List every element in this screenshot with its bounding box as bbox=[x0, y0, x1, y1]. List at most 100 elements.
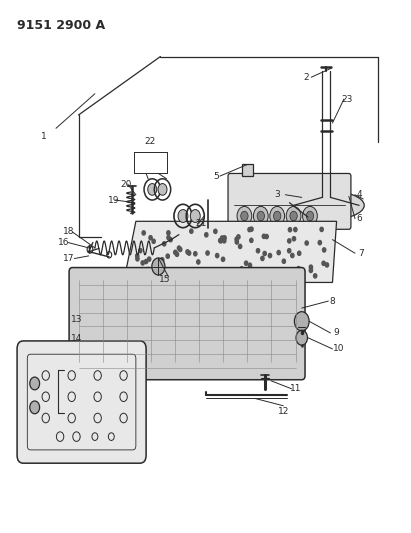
Circle shape bbox=[160, 259, 164, 263]
Circle shape bbox=[238, 244, 242, 248]
Circle shape bbox=[159, 263, 162, 268]
Text: 18: 18 bbox=[62, 228, 74, 237]
Circle shape bbox=[186, 250, 189, 254]
Circle shape bbox=[30, 401, 39, 414]
Text: 21: 21 bbox=[196, 220, 207, 229]
Circle shape bbox=[146, 268, 150, 272]
Text: 6: 6 bbox=[356, 214, 362, 223]
FancyBboxPatch shape bbox=[17, 341, 146, 463]
Circle shape bbox=[273, 211, 281, 221]
Text: 4: 4 bbox=[356, 190, 362, 199]
Circle shape bbox=[220, 236, 224, 240]
Circle shape bbox=[318, 240, 321, 245]
Text: 17: 17 bbox=[62, 254, 74, 263]
Circle shape bbox=[205, 233, 208, 237]
FancyBboxPatch shape bbox=[69, 268, 305, 379]
Text: 2: 2 bbox=[303, 73, 309, 82]
Text: 9: 9 bbox=[334, 328, 339, 337]
Text: 3: 3 bbox=[274, 190, 280, 199]
Circle shape bbox=[323, 248, 326, 252]
Circle shape bbox=[235, 240, 238, 244]
Circle shape bbox=[175, 252, 179, 256]
Circle shape bbox=[136, 254, 139, 258]
Text: 12: 12 bbox=[278, 407, 289, 416]
Circle shape bbox=[291, 253, 294, 257]
Circle shape bbox=[298, 251, 301, 255]
Circle shape bbox=[256, 248, 260, 253]
Circle shape bbox=[174, 250, 177, 254]
Circle shape bbox=[297, 266, 300, 271]
Circle shape bbox=[263, 252, 266, 256]
Circle shape bbox=[294, 312, 309, 331]
Text: 19: 19 bbox=[108, 196, 119, 205]
Circle shape bbox=[250, 227, 253, 231]
Circle shape bbox=[296, 330, 307, 345]
Circle shape bbox=[139, 248, 142, 253]
Circle shape bbox=[148, 183, 157, 195]
Circle shape bbox=[261, 256, 264, 261]
Circle shape bbox=[187, 251, 191, 255]
Circle shape bbox=[166, 254, 169, 259]
Text: 15: 15 bbox=[159, 275, 170, 284]
Text: 16: 16 bbox=[58, 238, 70, 247]
Circle shape bbox=[289, 228, 292, 232]
Circle shape bbox=[288, 248, 291, 253]
Circle shape bbox=[178, 209, 188, 222]
Circle shape bbox=[215, 254, 219, 258]
Text: 20: 20 bbox=[120, 180, 131, 189]
Text: 23: 23 bbox=[341, 94, 353, 103]
Circle shape bbox=[206, 251, 209, 255]
Circle shape bbox=[290, 273, 293, 277]
Circle shape bbox=[314, 274, 317, 278]
Circle shape bbox=[294, 228, 297, 232]
Circle shape bbox=[190, 229, 193, 233]
Circle shape bbox=[144, 260, 148, 264]
Circle shape bbox=[265, 235, 268, 239]
Text: 10: 10 bbox=[333, 344, 344, 353]
Circle shape bbox=[219, 238, 222, 243]
Circle shape bbox=[149, 236, 152, 240]
Circle shape bbox=[214, 229, 217, 233]
Circle shape bbox=[219, 239, 222, 243]
Circle shape bbox=[158, 183, 167, 195]
Circle shape bbox=[237, 206, 252, 225]
Circle shape bbox=[248, 263, 252, 268]
Circle shape bbox=[268, 253, 272, 257]
Circle shape bbox=[241, 211, 248, 221]
Polygon shape bbox=[124, 221, 337, 282]
Circle shape bbox=[231, 271, 234, 276]
Circle shape bbox=[163, 242, 166, 246]
Circle shape bbox=[214, 275, 217, 279]
Circle shape bbox=[306, 211, 314, 221]
Circle shape bbox=[270, 206, 284, 225]
Circle shape bbox=[254, 206, 268, 225]
FancyBboxPatch shape bbox=[228, 173, 351, 229]
Circle shape bbox=[222, 257, 225, 261]
Circle shape bbox=[257, 211, 265, 221]
Circle shape bbox=[178, 246, 181, 250]
Circle shape bbox=[250, 238, 253, 243]
Circle shape bbox=[240, 266, 243, 271]
Circle shape bbox=[141, 261, 144, 265]
Text: 7: 7 bbox=[358, 249, 364, 258]
Circle shape bbox=[142, 231, 145, 235]
Circle shape bbox=[223, 236, 226, 240]
Circle shape bbox=[190, 209, 200, 222]
Circle shape bbox=[197, 260, 200, 264]
Circle shape bbox=[167, 231, 170, 235]
Circle shape bbox=[322, 261, 325, 265]
Circle shape bbox=[245, 261, 248, 265]
Circle shape bbox=[309, 268, 312, 272]
Text: 9151 2900 A: 9151 2900 A bbox=[17, 19, 105, 33]
Text: 11: 11 bbox=[290, 384, 301, 393]
Circle shape bbox=[208, 272, 211, 276]
Circle shape bbox=[286, 206, 301, 225]
Circle shape bbox=[224, 272, 226, 277]
Circle shape bbox=[302, 206, 317, 225]
Circle shape bbox=[299, 273, 302, 278]
Circle shape bbox=[178, 247, 182, 252]
Circle shape bbox=[161, 257, 164, 262]
Circle shape bbox=[292, 237, 296, 241]
Circle shape bbox=[277, 251, 280, 255]
Circle shape bbox=[152, 258, 165, 275]
